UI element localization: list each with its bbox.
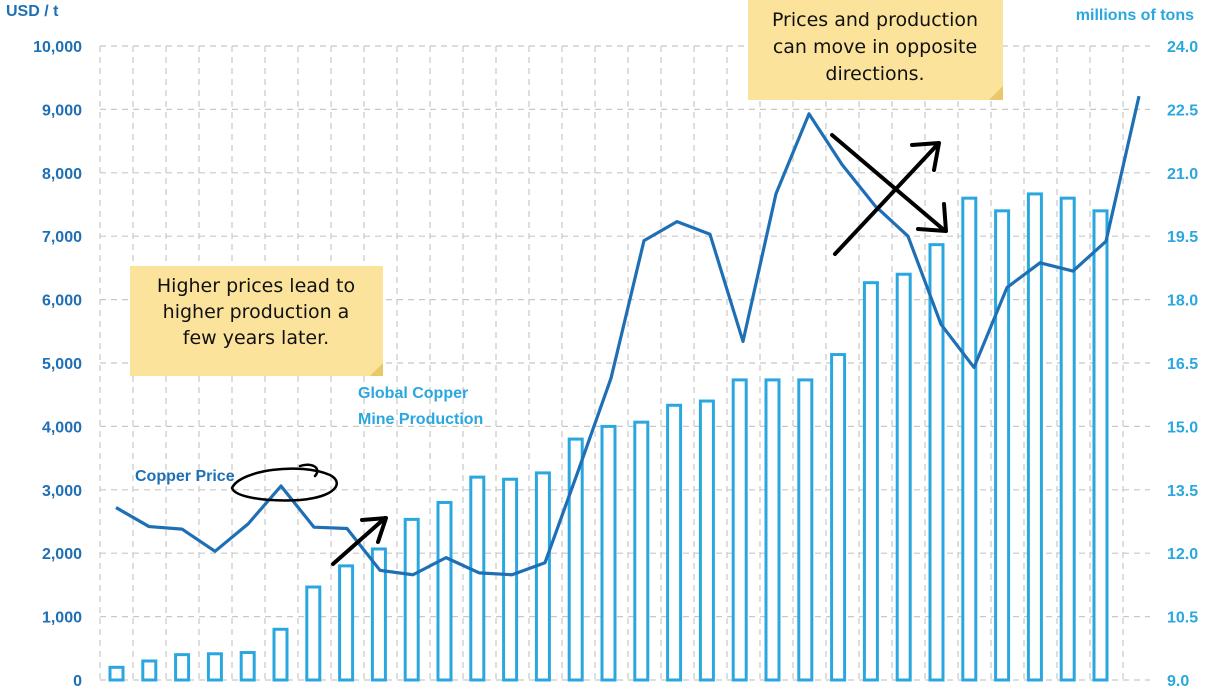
- axis-ticks: 0 1,000 2,000 3,000 4,000 5,000 6,000 7,000 8,00…: [33, 39, 1198, 690]
- note-right-line-3: directions.: [825, 63, 924, 85]
- left-tick-label: 10,000: [33, 39, 82, 56]
- left-tick-label: 3,000: [42, 483, 82, 500]
- production-bar: [1059, 196, 1076, 682]
- production-bar: [764, 378, 781, 682]
- production-bar: [731, 378, 748, 682]
- note-left: Higher prices lead to higher production …: [130, 266, 383, 376]
- production-bar: [895, 272, 912, 682]
- left-tick-label: 6,000: [42, 293, 82, 310]
- note-right-line-1: Prices and production: [772, 9, 978, 31]
- production-bar: [436, 500, 453, 682]
- note-right: Prices and production can move in opposi…: [748, 0, 1003, 100]
- left-tick-label: 4,000: [42, 419, 82, 436]
- note-left-line-1: Higher prices lead to: [157, 275, 355, 297]
- production-bar: [502, 477, 519, 682]
- right-tick-label: 10.5: [1167, 610, 1198, 627]
- production-bar: [141, 659, 158, 682]
- right-tick-label: 15.0: [1167, 419, 1198, 436]
- production-bar: [830, 353, 847, 682]
- right-tick-label: 12.0: [1167, 546, 1198, 563]
- arrow-down-right: [830, 133, 948, 233]
- right-axis-title: millions of tons: [1076, 7, 1194, 24]
- note-right-fold: [989, 86, 1003, 100]
- right-tick-label: 18.0: [1167, 293, 1198, 310]
- note-right-line-2: can move in opposite: [773, 36, 977, 58]
- hand-drawn-marks: [230, 133, 948, 566]
- production-bar: [633, 420, 650, 682]
- production-bar: [961, 196, 978, 682]
- price-line-group: [115, 95, 1141, 577]
- production-bar: [994, 209, 1011, 682]
- production-bar: [174, 653, 191, 682]
- left-tick-label: 9,000: [42, 102, 82, 119]
- series-label-production-line1: Global Copper: [358, 385, 468, 402]
- production-bar: [305, 585, 322, 682]
- production-bar: [534, 471, 551, 682]
- left-tick-label: 2,000: [42, 546, 82, 563]
- left-tick-label: 5,000: [42, 356, 82, 373]
- right-tick-label: 16.5: [1167, 356, 1198, 373]
- production-bar: [338, 564, 355, 682]
- left-axis-title: USD / t: [6, 3, 59, 20]
- production-bar: [567, 437, 584, 682]
- right-tick-label: 19.5: [1167, 229, 1198, 246]
- production-bar: [928, 243, 945, 682]
- production-bar: [403, 517, 420, 682]
- production-bar: [272, 627, 289, 682]
- circle-scribble: [230, 463, 338, 502]
- arrow-up-left: [331, 516, 388, 566]
- note-left-line-3: few years later.: [183, 327, 329, 349]
- right-tick-label: 22.5: [1167, 102, 1198, 119]
- right-tick-label: 9.0: [1167, 673, 1189, 690]
- production-bar: [469, 475, 486, 682]
- production-bars: [108, 192, 1109, 682]
- production-bar: [600, 424, 617, 682]
- left-tick-label: 8,000: [42, 166, 82, 183]
- note-left-fold: [370, 363, 383, 376]
- production-bar: [797, 378, 814, 682]
- series-label-copper-price: Copper Price: [135, 468, 235, 485]
- production-bar: [108, 665, 125, 682]
- production-bar: [206, 652, 223, 682]
- production-bar: [1092, 209, 1109, 682]
- production-bar: [666, 403, 683, 682]
- left-tick-label: 0: [73, 673, 82, 690]
- left-tick-label: 1,000: [42, 610, 82, 627]
- production-bar: [1026, 192, 1043, 682]
- production-bar: [698, 399, 715, 682]
- production-bar: [239, 651, 256, 682]
- production-bar: [862, 281, 879, 682]
- note-right-bg: [748, 0, 1003, 100]
- copper-price-line: [115, 95, 1141, 577]
- right-tick-label: 21.0: [1167, 166, 1198, 183]
- left-tick-label: 7,000: [42, 229, 82, 246]
- right-tick-label: 13.5: [1167, 483, 1198, 500]
- note-left-line-2: higher production a: [163, 301, 350, 323]
- production-bar: [370, 547, 387, 682]
- note-left-bg: [130, 266, 383, 376]
- right-tick-label: 24.0: [1167, 39, 1198, 56]
- series-label-production-line2: Mine Production: [358, 411, 483, 428]
- arrow-up-right: [833, 141, 941, 256]
